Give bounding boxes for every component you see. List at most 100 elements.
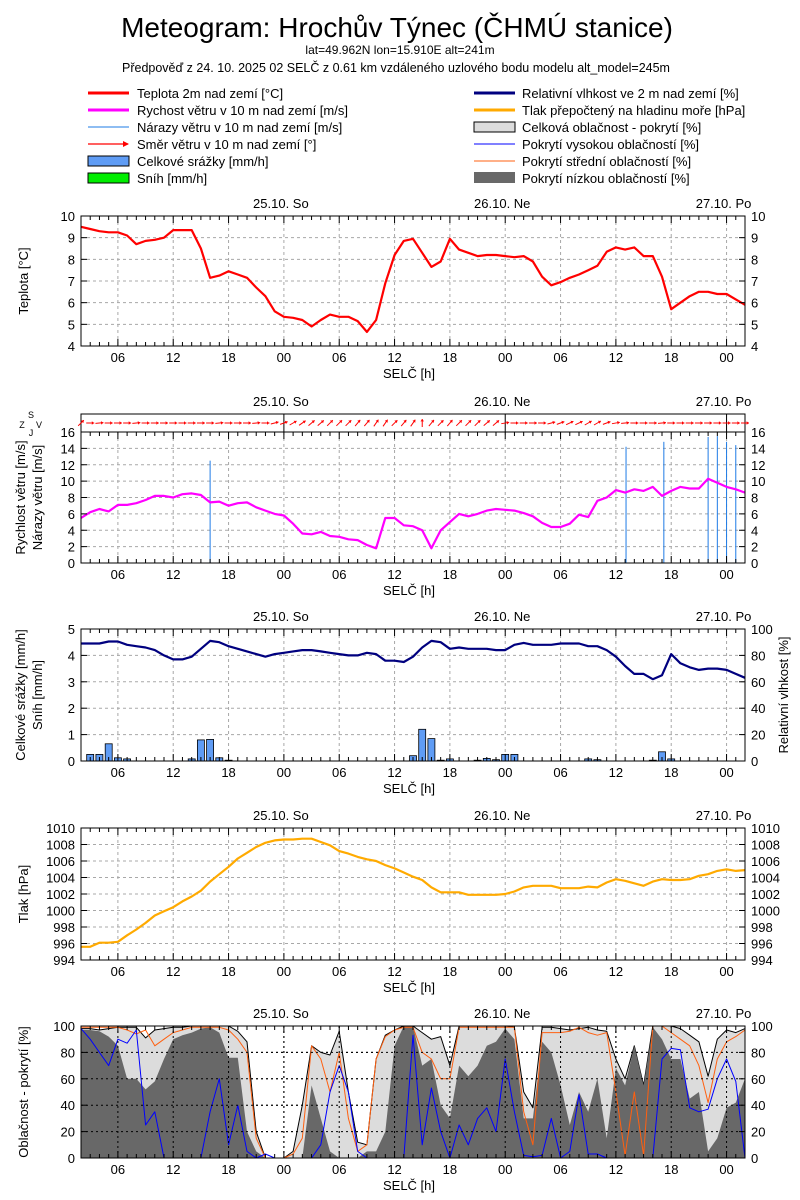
series-line (80, 477, 746, 550)
wind-arrow-icon (455, 419, 463, 427)
x-tick-label: 00 (498, 964, 512, 979)
x-tick-label: 00 (277, 567, 291, 582)
wind-arrow-icon (270, 420, 279, 425)
wind-arrow-icon (731, 421, 740, 425)
wind-arrow-icon (363, 419, 370, 427)
y-tick-label: 4 (68, 648, 75, 663)
wind-arrow-head (672, 421, 676, 425)
legend-item-low-cloud: Pokrytí nízkou oblačností [%] (474, 171, 690, 186)
x-tick-label: 12 (166, 567, 180, 582)
legend-label: Rychost větru v 10 m nad zemí [m/s] (137, 103, 348, 118)
wind-arrow-head (403, 419, 407, 423)
y-axis-label: Oblačnost - pokrytí [%] (16, 1026, 31, 1158)
wind-arrow-head (617, 421, 620, 425)
y-tick-label: 8 (68, 491, 75, 506)
legend-label: Teplota 2m nad zemí [°C] (137, 86, 283, 101)
wind-arrow-icon (261, 421, 270, 425)
y-tick-label-right: 5 (751, 317, 758, 332)
legend: Teplota 2m nad zemí [°C] Rychost větru v… (87, 86, 745, 186)
wind-arrow-icon (602, 420, 611, 425)
x-axis-label: SELČ [h] (383, 366, 435, 381)
wind-arrow-head (165, 421, 168, 425)
legend-item-mid-cloud: Pokrytí střední oblačností [%] (474, 154, 691, 169)
x-tick-label: 06 (553, 1162, 567, 1177)
wind-arrow-icon (178, 421, 187, 425)
wind-arrow-icon (538, 421, 547, 425)
wind-arrow-icon (326, 419, 334, 427)
wind-arrow-head (682, 421, 685, 425)
wind-arrow-head (239, 421, 242, 425)
wind-arrow-icon (657, 421, 667, 425)
day-label: 25.10. So (253, 196, 309, 211)
wind-arrow-icon (584, 420, 592, 426)
y-tick-label: 40 (61, 1098, 75, 1113)
forecast-info: Předpověď z 24. 10. 2025 02 SELČ z 0.61 … (122, 60, 670, 75)
wind-arrow-icon (519, 421, 528, 425)
y-tick-label: 4 (68, 523, 75, 538)
wind-arrow-icon (132, 421, 141, 425)
y-tick-label-right: 12 (751, 458, 765, 473)
y-tick-label: 1 (68, 728, 75, 743)
y-axis-label: Teplota [°C] (16, 247, 31, 314)
legend-label: Relativní vlhkost ve 2 m nad zemí [%] (522, 86, 739, 101)
wind-arrow-head (394, 420, 398, 424)
day-label: 27.10. Po (696, 394, 752, 409)
wind-arrow-icon (410, 419, 416, 427)
y-tick-label: 6 (68, 507, 75, 522)
wind-arrow-head (626, 421, 630, 425)
legend-item-wind-speed: Rychost větru v 10 m nad zemí [m/s] (88, 103, 348, 118)
x-tick-label: 00 (277, 964, 291, 979)
x-tick-label: 06 (332, 765, 346, 780)
wind-arrow-head (543, 421, 547, 425)
y-tick-label: 14 (61, 441, 75, 456)
wind-arrow-head (147, 421, 150, 425)
y-tick-label: 10 (61, 474, 75, 489)
wind-arrow-head (420, 419, 424, 422)
y-tick-label-right: 60 (751, 675, 765, 690)
x-tick-label: 18 (443, 765, 457, 780)
wind-arrow-head (412, 419, 416, 423)
legend-item-precipitation: Celkové srážky [mm/h] (87, 154, 268, 169)
legend-item-pressure: Tlak přepočtený na hladinu moře [hPa] (474, 103, 745, 118)
x-tick-label: 06 (111, 350, 125, 365)
y-tick-label: 2 (68, 701, 75, 716)
wind-arrow-head (275, 420, 279, 425)
y-tick-label: 20 (61, 1125, 75, 1140)
y-axis-label-secondary: Nárazy větru [m/s] (30, 445, 45, 550)
x-axis-label: SELČ [h] (383, 1178, 435, 1193)
y-tick-label: 1008 (46, 838, 75, 853)
legend-item-humidity: Relativní vlhkost ve 2 m nad zemí [%] (474, 86, 739, 101)
x-axis-label: SELČ [h] (383, 980, 435, 995)
wind-arrow-icon (428, 419, 435, 427)
y-tick-label-right: 80 (751, 1045, 765, 1060)
x-tick-label: 12 (609, 350, 623, 365)
y-tick-label-right: 8 (751, 252, 758, 267)
wind-arrow-icon (685, 421, 694, 425)
wind-arrow-head (516, 421, 519, 425)
wind-arrow-icon (483, 420, 491, 426)
day-label: 25.10. So (253, 808, 309, 823)
wind-arrow-head (645, 421, 648, 425)
y-tick-label-right: 1002 (751, 887, 780, 902)
y-tick-label-right: 0 (751, 556, 758, 571)
wind-arrow-head (220, 421, 224, 425)
legend-item-wind-direction: Směr větru v 10 m nad zemí [°] (88, 137, 316, 152)
legend-label: Směr větru v 10 m nad zemí [°] (137, 137, 316, 152)
y-tick-label-right: 0 (751, 754, 758, 769)
compass-east-label: V (36, 420, 42, 430)
x-tick-label: 12 (166, 350, 180, 365)
wind-arrow-icon (465, 419, 472, 427)
y-tick-label-right: 6 (751, 507, 758, 522)
y-tick-label-right: 4 (751, 523, 758, 538)
wind-arrow-icon (317, 420, 325, 426)
legend-label: Nárazy větru v 10 m nad zemí [m/s] (137, 120, 342, 135)
wind-arrow-head (257, 421, 261, 425)
wind-arrow-head (91, 421, 95, 425)
series-line (81, 837, 746, 948)
wind-arrow-icon (336, 419, 343, 427)
x-tick-label: 00 (719, 765, 733, 780)
wind-arrow-head (607, 420, 611, 425)
legend-swatch (87, 155, 130, 167)
